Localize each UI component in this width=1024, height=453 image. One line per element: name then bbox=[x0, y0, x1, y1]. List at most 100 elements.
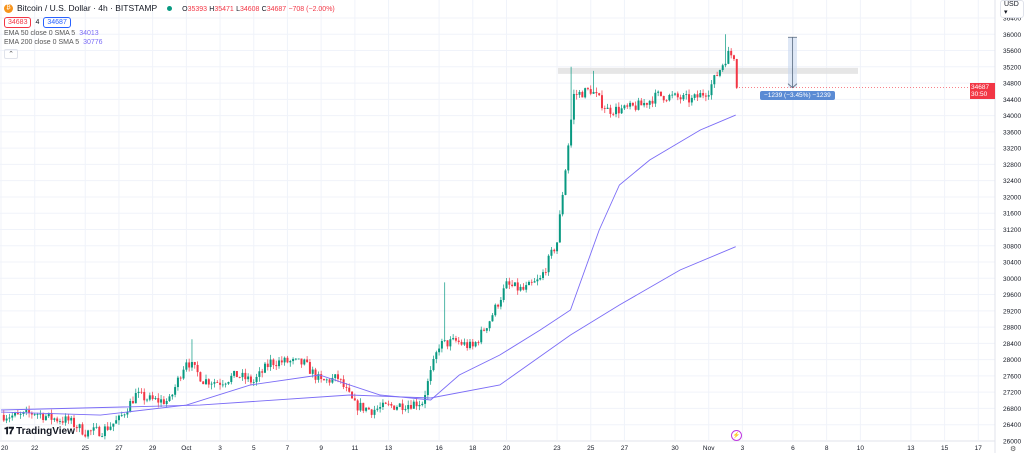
time-tick-label: 25 bbox=[82, 445, 90, 452]
candle-body bbox=[109, 426, 112, 430]
candle-body bbox=[328, 379, 331, 383]
candle-body bbox=[289, 361, 292, 363]
time-tick-label: 22 bbox=[31, 445, 39, 452]
currency-select[interactable]: USD ▾ bbox=[1000, 0, 1024, 18]
tradingview-mark-icon: 𝟏𝟕 bbox=[4, 426, 14, 437]
candle-body bbox=[221, 384, 224, 386]
candle-body bbox=[67, 416, 70, 421]
candle-body bbox=[572, 93, 575, 120]
price-tick-label: 28400 bbox=[1003, 341, 1021, 348]
candle-body bbox=[449, 339, 452, 347]
candle-body bbox=[146, 399, 149, 401]
candle-body bbox=[2, 414, 5, 421]
candle-body bbox=[199, 372, 202, 382]
candle-body bbox=[536, 279, 539, 282]
candle-body bbox=[42, 413, 45, 421]
time-tick-label: 16 bbox=[435, 445, 443, 452]
candle-body bbox=[497, 304, 500, 307]
ema50-value: 34013 bbox=[79, 30, 99, 37]
price-tick-label: 28000 bbox=[1003, 357, 1021, 364]
candle-body bbox=[151, 395, 154, 400]
sell-button[interactable]: 34683 bbox=[4, 17, 32, 28]
candle-body bbox=[370, 409, 373, 415]
candle-body bbox=[581, 91, 584, 98]
candle-body bbox=[348, 387, 351, 392]
candle-body bbox=[337, 374, 339, 379]
price-tick-label: 31600 bbox=[1003, 211, 1021, 218]
candle-body bbox=[407, 404, 410, 410]
candle-body bbox=[308, 362, 311, 374]
candle-body bbox=[339, 378, 342, 380]
candle-body bbox=[617, 106, 620, 114]
candle-body bbox=[435, 352, 438, 359]
candle-body bbox=[280, 360, 283, 363]
price-tick-label: 32000 bbox=[1003, 194, 1021, 201]
symbol-title[interactable]: Bitcoin / U.S. Dollar · 4h · BITSTAMP bbox=[17, 3, 158, 13]
candle-body bbox=[544, 272, 547, 273]
price-tick-label: 29200 bbox=[1003, 308, 1021, 315]
event-marker-icon[interactable]: ⚡ bbox=[731, 430, 742, 441]
candle-body bbox=[688, 94, 691, 103]
price-tick-label: 32400 bbox=[1003, 178, 1021, 185]
gear-icon[interactable]: ⚙ bbox=[1010, 446, 1017, 453]
candle-body bbox=[238, 377, 241, 378]
candle-body bbox=[120, 414, 123, 416]
price-tick-label: 27200 bbox=[1003, 390, 1021, 397]
candle-body bbox=[8, 417, 11, 419]
candle-body bbox=[452, 338, 455, 340]
time-tick-label: 3 bbox=[741, 445, 745, 452]
candle-body bbox=[252, 382, 255, 383]
candle-body bbox=[393, 405, 396, 410]
candle-body bbox=[404, 409, 407, 410]
close-label: C bbox=[261, 5, 267, 13]
time-tick-label: 8 bbox=[825, 445, 829, 452]
candle-body bbox=[558, 214, 561, 243]
tradingview-logo[interactable]: 𝟏𝟕 TradingView bbox=[4, 426, 75, 437]
candle-body bbox=[519, 286, 522, 291]
candle-body bbox=[592, 91, 595, 94]
candle-body bbox=[162, 399, 165, 405]
candle-body bbox=[713, 75, 716, 85]
collapse-legend-button[interactable]: ⌃ bbox=[4, 49, 18, 59]
candle-body bbox=[275, 365, 278, 367]
last-price-label: 34687 30:50 bbox=[970, 83, 995, 99]
candle-body bbox=[682, 94, 685, 100]
buy-button[interactable]: 34687 bbox=[43, 17, 71, 28]
candle-body bbox=[297, 358, 300, 360]
candle-body bbox=[202, 381, 205, 385]
change-value: −708 (−2.00%) bbox=[288, 5, 335, 13]
candle-body bbox=[283, 357, 286, 363]
candle-body bbox=[527, 281, 530, 286]
candle-body bbox=[182, 369, 185, 379]
candle-body bbox=[148, 395, 151, 400]
measure-tool-label: −1239 (−3.45%) −1239 bbox=[760, 91, 835, 100]
candle-body bbox=[727, 50, 730, 64]
candle-body bbox=[533, 281, 536, 283]
ema50-legend[interactable]: EMA 50 close 0 SMA 5 34013 bbox=[4, 30, 335, 37]
candle-body bbox=[154, 398, 157, 400]
candle-body bbox=[381, 402, 384, 408]
candle-body bbox=[707, 95, 710, 97]
candle-body bbox=[353, 398, 356, 401]
candle-body bbox=[25, 410, 28, 412]
time-tick-label: 29 bbox=[149, 445, 157, 452]
market-open-dot-icon bbox=[167, 5, 173, 11]
candle-body bbox=[398, 403, 401, 407]
candle-body bbox=[311, 369, 314, 374]
candle-body bbox=[474, 342, 477, 347]
candle-body bbox=[634, 105, 637, 110]
candle-body bbox=[233, 371, 236, 376]
candle-body bbox=[362, 402, 365, 411]
candle-body bbox=[137, 391, 140, 394]
candle-body bbox=[603, 108, 606, 109]
candle-body bbox=[278, 360, 281, 367]
price-tick-label: 34000 bbox=[1003, 113, 1021, 120]
candle-body bbox=[499, 299, 502, 307]
candle-body bbox=[600, 95, 603, 109]
ema200-legend[interactable]: EMA 200 close 0 SMA 5 30776 bbox=[4, 39, 335, 46]
candle-body bbox=[56, 418, 59, 422]
time-tick-label: 18 bbox=[469, 445, 477, 452]
candle-body bbox=[659, 91, 662, 96]
candle-body bbox=[196, 364, 199, 373]
